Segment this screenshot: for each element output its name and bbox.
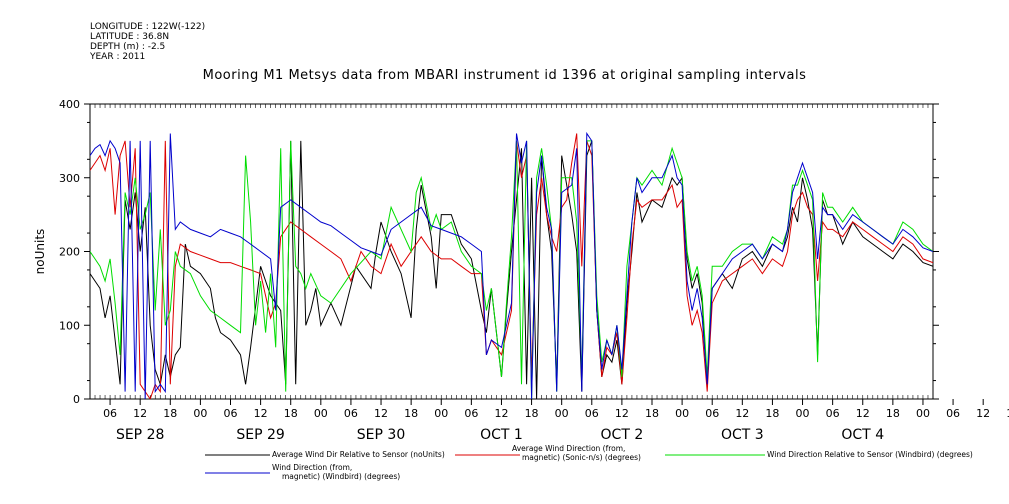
x-tick-label: 06 — [705, 407, 719, 420]
y-tick-label: 400 — [59, 98, 80, 111]
depth-label: DEPTH (m) : -2.5 — [90, 42, 166, 52]
latitude-label: LATITUDE : 36.8N — [90, 32, 170, 42]
legend-label-4: magnetic) (Windbird) (degrees) — [282, 472, 400, 481]
legend-label-2: Average Wind Direction (from, — [512, 444, 625, 453]
series-line-1 — [90, 140, 933, 399]
x-tick-label: 12 — [976, 407, 990, 420]
y-tick-label: 100 — [59, 319, 80, 332]
x-tick-label: 12 — [856, 407, 870, 420]
chart-title: Mooring M1 Metsys data from MBARI instru… — [202, 68, 807, 83]
x-tick-label: 06 — [946, 407, 960, 420]
x-day-label: SEP 28 — [116, 427, 164, 443]
y-tick-label: 200 — [59, 246, 80, 259]
x-tick-label: 00 — [555, 407, 569, 420]
x-day-label: OCT 1 — [480, 427, 523, 443]
x-tick-label: 00 — [675, 407, 689, 420]
x-tick-label: 18 — [1006, 407, 1009, 420]
x-tick-label: 12 — [494, 407, 508, 420]
x-tick-label: 00 — [434, 407, 448, 420]
x-tick-label: 00 — [916, 407, 930, 420]
x-tick-label: 06 — [224, 407, 238, 420]
x-tick-label: 18 — [886, 407, 900, 420]
x-tick-label: 06 — [464, 407, 478, 420]
longitude-label: LONGITUDE : 122W(-122) — [90, 22, 206, 32]
x-tick-label: 18 — [525, 407, 539, 420]
y-tick-label: 0 — [73, 393, 80, 406]
x-tick-label: 12 — [735, 407, 749, 420]
x-tick-label: 06 — [826, 407, 840, 420]
x-tick-label: 12 — [133, 407, 147, 420]
x-tick-label: 18 — [765, 407, 779, 420]
x-tick-label: 06 — [585, 407, 599, 420]
x-tick-label: 12 — [374, 407, 388, 420]
x-day-label: OCT 3 — [721, 427, 764, 443]
x-tick-label: 18 — [645, 407, 659, 420]
legend-label-1: Average Wind Dir Relative to Sensor (noU… — [272, 450, 445, 459]
year-label: YEAR : 2011 — [90, 52, 146, 62]
x-tick-label: 12 — [254, 407, 268, 420]
x-day-label: SEP 29 — [236, 427, 284, 443]
legend-label-2: magnetic) (Sonic-n/s) (degrees) — [522, 453, 641, 462]
y-tick-label: 300 — [59, 172, 80, 185]
y-axis-label: noUnits — [33, 229, 47, 275]
x-tick-label: 18 — [284, 407, 298, 420]
legend-label-3: Wind Direction Relative to Sensor (Windb… — [767, 450, 973, 459]
legend-label-4: Wind Direction (from, — [272, 463, 352, 472]
series-line-4 — [90, 131, 933, 399]
x-tick-label: 06 — [344, 407, 358, 420]
x-tick-label: 18 — [404, 407, 418, 420]
x-tick-label: 06 — [103, 407, 117, 420]
x-tick-label: 00 — [796, 407, 810, 420]
series-line-2 — [90, 133, 933, 399]
series-line-3 — [90, 140, 933, 399]
x-tick-label: 18 — [163, 407, 177, 420]
x-tick-label: 00 — [193, 407, 207, 420]
x-day-label: SEP 30 — [357, 427, 405, 443]
x-day-label: OCT 4 — [841, 427, 884, 443]
x-tick-label: 00 — [314, 407, 328, 420]
x-day-label: OCT 2 — [601, 427, 644, 443]
x-tick-label: 12 — [615, 407, 629, 420]
